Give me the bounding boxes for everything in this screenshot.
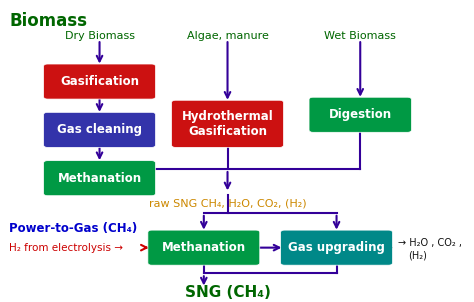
- Text: Dry Biomass: Dry Biomass: [64, 31, 135, 41]
- FancyBboxPatch shape: [281, 230, 392, 265]
- FancyBboxPatch shape: [44, 64, 155, 99]
- Text: Algae, manure: Algae, manure: [187, 31, 268, 41]
- Text: Gas cleaning: Gas cleaning: [57, 123, 142, 137]
- FancyBboxPatch shape: [172, 100, 283, 147]
- Text: Methanation: Methanation: [162, 241, 246, 254]
- FancyBboxPatch shape: [44, 112, 155, 147]
- Text: Gasification: Gasification: [60, 75, 139, 88]
- Text: Power-to-Gas (CH₄): Power-to-Gas (CH₄): [9, 221, 138, 235]
- FancyBboxPatch shape: [148, 230, 260, 265]
- Text: H₂ from electrolysis →: H₂ from electrolysis →: [9, 243, 124, 253]
- Text: SNG (CH₄): SNG (CH₄): [184, 285, 271, 300]
- Text: (H₂): (H₂): [408, 250, 427, 260]
- Text: → H₂O , CO₂ ,: → H₂O , CO₂ ,: [398, 238, 462, 248]
- FancyBboxPatch shape: [309, 97, 411, 132]
- FancyBboxPatch shape: [44, 161, 155, 196]
- Text: Hydrothermal
Gasification: Hydrothermal Gasification: [182, 110, 273, 138]
- Text: Wet Biomass: Wet Biomass: [324, 31, 396, 41]
- Text: Biomass: Biomass: [9, 12, 88, 30]
- Text: Gas upgrading: Gas upgrading: [288, 241, 385, 254]
- Text: raw SNG CH₄, H₂O, CO₂, (H₂): raw SNG CH₄, H₂O, CO₂, (H₂): [149, 199, 306, 209]
- Text: Digestion: Digestion: [328, 108, 392, 121]
- Text: Methanation: Methanation: [57, 172, 142, 185]
